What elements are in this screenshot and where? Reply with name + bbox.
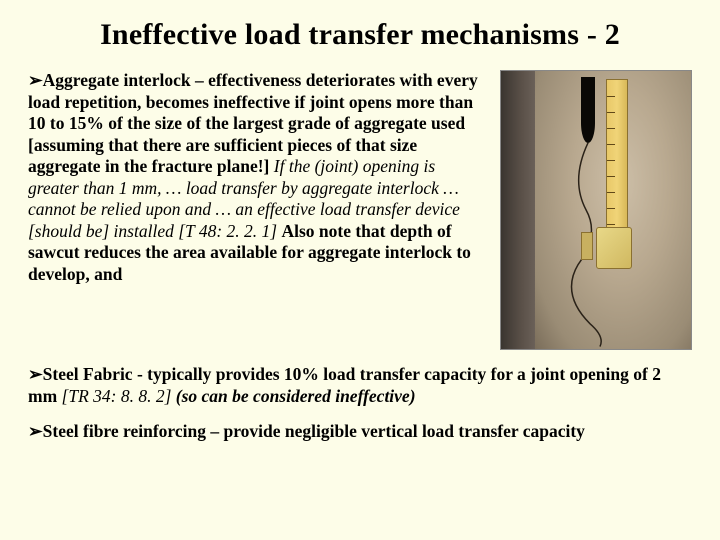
top-row: ➢Aggregate interlock – effectiveness det…	[28, 70, 692, 350]
slide-title: Ineffective load transfer mechanisms - 2	[28, 18, 692, 52]
bullet-steel-fibre: ➢Steel fibre reinforcing – provide negli…	[28, 421, 692, 443]
bullet-steel-fabric: ➢Steel Fabric - typically provides 10% l…	[28, 364, 692, 407]
bullet2-ref: [TR 34: 8. 8. 2]	[62, 386, 176, 406]
bullet1-lead: Aggregate interlock – effectiveness dete…	[28, 70, 478, 133]
caliper-body	[596, 227, 632, 269]
crack-line	[501, 71, 691, 349]
bullet1-ref: [T 48: 2. 2. 1]	[178, 221, 281, 241]
bullet-arrow-icon: ➢	[28, 364, 43, 384]
photo-column	[500, 70, 692, 350]
concrete-core-photo	[500, 70, 692, 350]
bottom-bullets: ➢Steel Fabric - typically provides 10% l…	[28, 364, 692, 443]
bullet-arrow-icon: ➢	[28, 70, 43, 90]
bullet2-tail: (so can be considered ineffective)	[176, 386, 416, 406]
caliper-jaw	[581, 232, 593, 260]
bullet-aggregate: ➢Aggregate interlock – effectiveness det…	[28, 70, 488, 350]
bullet3-text: Steel fibre reinforcing – provide neglig…	[43, 421, 585, 441]
bullet-arrow-icon: ➢	[28, 421, 43, 441]
